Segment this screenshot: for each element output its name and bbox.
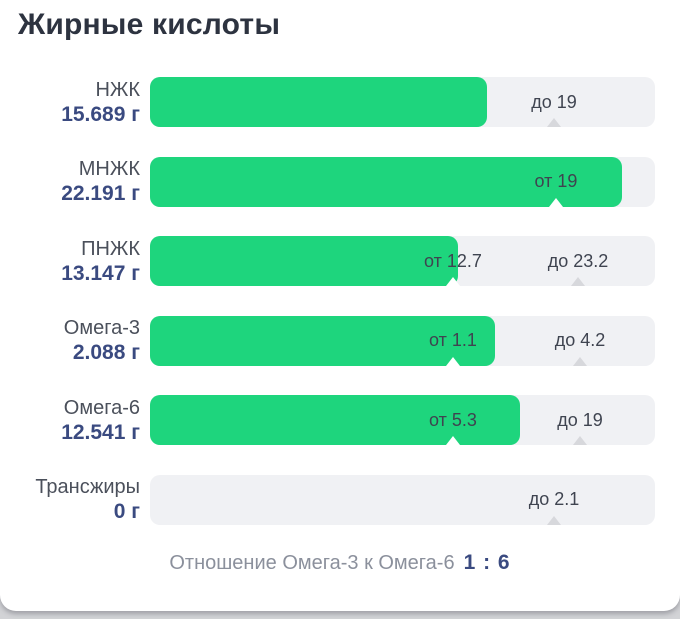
threshold-label: от 12.7 <box>424 250 482 271</box>
progress-fill <box>150 315 495 366</box>
threshold-arrow-icon <box>446 436 460 445</box>
threshold-label: до 19 <box>557 409 603 430</box>
progress-track: от 5.3 до 19 <box>150 395 655 445</box>
threshold-label: от 19 <box>534 171 578 191</box>
threshold-label: до 2.1 <box>528 489 580 509</box>
threshold-arrow-icon <box>571 277 585 286</box>
threshold-arrow-icon <box>549 197 563 207</box>
nutrient-label-block: Омега-3 2.088 г <box>0 316 140 366</box>
threshold-label: до 23.2 <box>547 250 609 271</box>
nutrient-name: МНЖК <box>78 158 140 180</box>
progress-fill <box>150 156 622 207</box>
nutrient-row: Омега-6 12.541 г от 5.3 до 19 <box>0 395 680 445</box>
nutrient-name: Трансжиры <box>35 476 140 498</box>
nutrient-name: НЖК <box>95 78 140 101</box>
threshold-arrow-icon <box>573 436 587 445</box>
omega-ratio-value: 1 : 6 <box>463 551 511 574</box>
nutrient-label-block: ПНЖК 13.147 г <box>0 236 140 286</box>
nutrient-label-block: Трансжиры 0 г <box>0 475 140 525</box>
nutrient-label-block: Омега-6 12.541 г <box>0 395 140 445</box>
nutrient-row: НЖК 15.689 г до 19 <box>0 77 680 127</box>
omega-ratio-label: Отношение Омега-3 к Омега-6 <box>169 552 455 574</box>
nutrient-label-block: НЖК 15.689 г <box>0 77 140 127</box>
progress-track: от 12.7 до 23.2 <box>150 236 655 286</box>
threshold-arrow-icon <box>446 277 460 286</box>
nutrient-name: Омега-3 <box>63 317 140 339</box>
threshold-arrow-icon <box>547 515 561 525</box>
progress-fill <box>150 236 458 286</box>
nutrient-row: Омега-3 2.088 г от 1.1 до 4.2 <box>0 315 680 366</box>
progress-track: от 1.1 до 4.2 <box>150 315 655 366</box>
page-title: Жирные кислоты <box>18 8 281 41</box>
threshold-label: от 1.1 <box>429 330 477 350</box>
rows: НЖК 15.689 г до 19 МНЖК 22.191 г от 19 ПНЖК 13.… <box>0 77 680 525</box>
threshold-arrow-icon <box>446 356 460 366</box>
nutrient-name: Омега-6 <box>63 396 140 419</box>
nutrient-value: 22.191 г <box>61 182 140 205</box>
omega-ratio-footer: Отношение Омега-3 к Омега-6 1 : 6 <box>0 551 680 575</box>
nutrient-value: 12.541 г <box>61 420 140 444</box>
nutrient-value: 0 г <box>113 500 140 523</box>
nutrient-row: Трансжиры 0 г до 2.1 <box>0 474 680 525</box>
threshold-label: до 4.2 <box>554 330 606 350</box>
nutrient-row: МНЖК 22.191 г от 19 <box>0 156 680 207</box>
nutrient-value: 2.088 г <box>72 341 140 364</box>
nutrient-name: ПНЖК <box>81 237 140 260</box>
nutrient-value: 15.689 г <box>61 102 140 126</box>
nutrient-value: 13.147 г <box>61 261 140 285</box>
progress-track: от 19 <box>150 156 655 207</box>
progress-track: до 19 <box>150 77 655 127</box>
threshold-arrow-icon <box>573 356 587 366</box>
nutrient-label-block: МНЖК 22.191 г <box>0 157 140 207</box>
nutrient-row: ПНЖК 13.147 г от 12.7 до 23.2 <box>0 236 680 286</box>
progress-track: до 2.1 <box>150 474 655 525</box>
progress-fill <box>150 77 487 127</box>
threshold-arrow-icon <box>547 118 561 127</box>
threshold-label: до 19 <box>531 91 577 112</box>
threshold-label: от 5.3 <box>429 409 477 430</box>
